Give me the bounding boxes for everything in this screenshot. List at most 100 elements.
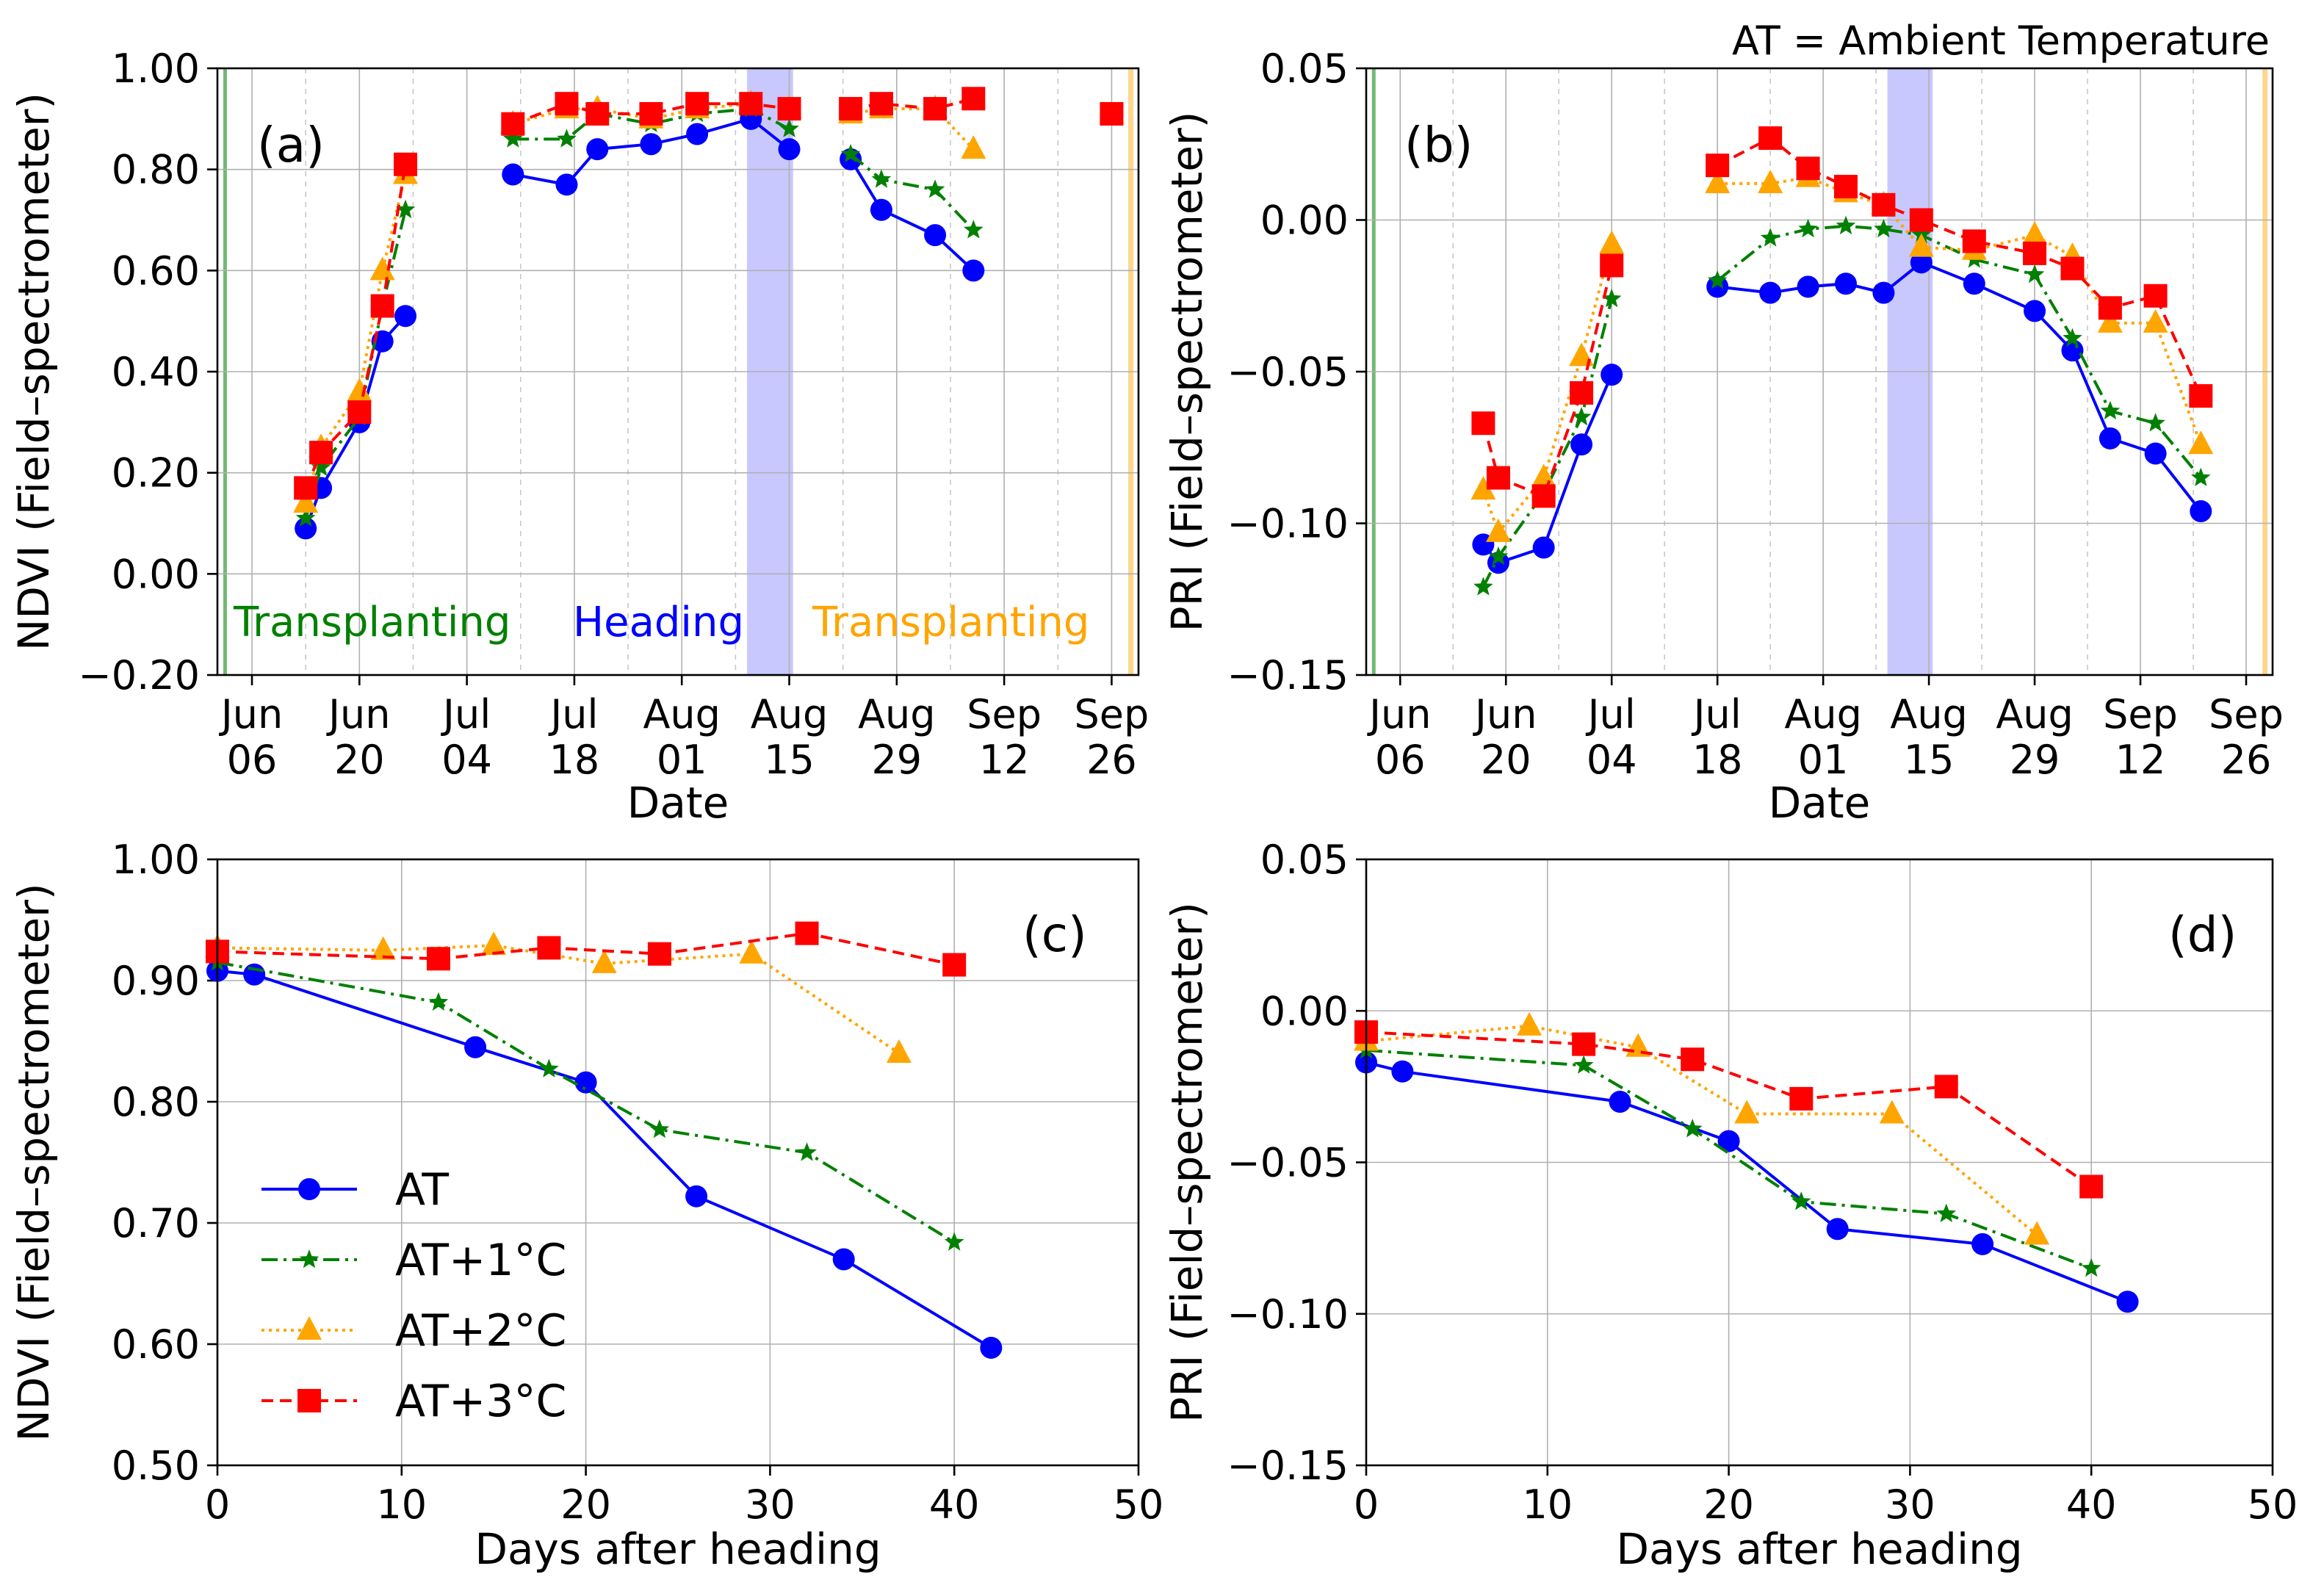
series-line <box>1365 1048 2092 1270</box>
data-point <box>1962 229 1986 253</box>
data-point <box>777 97 801 121</box>
data-point <box>925 179 945 198</box>
x-tick-label: 50 <box>2248 1481 2298 1528</box>
data-point <box>2100 400 2121 419</box>
series-line <box>849 153 975 231</box>
data-point <box>1936 1203 1957 1222</box>
data-point <box>839 97 863 121</box>
data-point <box>1760 228 1780 247</box>
data-point <box>1826 1218 1849 1241</box>
y-tick-label: 0.05 <box>1260 837 1349 883</box>
data-point <box>942 953 967 977</box>
data-point <box>1874 218 1894 238</box>
data-point <box>647 942 671 966</box>
data-point <box>840 144 861 163</box>
x-tick-label-day: 01 <box>657 737 707 783</box>
data-point <box>1571 407 1592 426</box>
data-point <box>1600 253 1624 278</box>
x-tick-label: 0 <box>1354 1481 1379 1528</box>
series-AT <box>1355 1051 2139 1313</box>
y-tick-label: 1.00 <box>112 837 200 883</box>
data-point <box>870 198 892 221</box>
data-point <box>1599 230 1625 254</box>
y-tick-label: −0.20 <box>79 652 200 699</box>
y-axis-title: NDVI (Field–spectrometer) <box>9 93 59 651</box>
y-tick-label: 0.60 <box>112 1321 200 1368</box>
data-point <box>1706 154 1730 178</box>
data-point <box>395 199 416 219</box>
data-point <box>832 1248 855 1271</box>
panel-b: −0.15−0.10−0.050.000.05Jun06Jun20Jul04Ju… <box>1162 46 2284 828</box>
data-point <box>369 256 395 281</box>
axes-frame <box>1365 67 2274 676</box>
phase-label: Transplanting <box>812 599 1089 646</box>
x-tick-label-month: Aug <box>1784 691 1861 737</box>
panel-label: (c) <box>1022 906 1087 963</box>
data-point <box>886 1039 912 1063</box>
data-point <box>778 138 801 161</box>
data-point <box>1532 536 1555 559</box>
x-tick-label-month: Aug <box>643 691 720 737</box>
x-tick-label-day: 12 <box>2115 737 2166 783</box>
data-point <box>1758 126 1783 150</box>
data-point <box>1872 281 1895 304</box>
axes-frame <box>216 858 1140 1467</box>
x-tick-label-day: 29 <box>871 737 922 783</box>
x-tick-label-month: Jul <box>1692 691 1742 737</box>
series-line <box>850 107 975 151</box>
y-tick-label: 0.60 <box>112 248 200 294</box>
data-point <box>347 378 372 402</box>
y-tick-label: 1.00 <box>112 46 200 92</box>
x-tick-label-day: 26 <box>2221 737 2272 783</box>
data-point <box>2024 264 2045 284</box>
series-line <box>217 961 956 1244</box>
data-point <box>2081 1257 2101 1277</box>
panel-c: 0.50 0.60 0.70 0.80 0.90 1.00 0 10 20 30 40 50 Days … <box>9 837 1163 1574</box>
data-point <box>2189 384 2213 408</box>
data-point <box>2190 499 2212 522</box>
data-point <box>1834 273 1857 295</box>
panel-label: (d) <box>2168 906 2237 963</box>
y-axis-title: NDVI (Field–spectrometer) <box>9 883 59 1441</box>
x-tick-label: 10 <box>376 1481 427 1528</box>
series-AT+3°C <box>206 921 967 977</box>
data-point <box>1909 208 1933 232</box>
data-point <box>980 1336 1003 1359</box>
x-tick-label-day: 20 <box>1481 737 1531 783</box>
y-tick-label: 0.05 <box>1260 46 1349 92</box>
data-point <box>309 441 333 465</box>
data-point <box>1573 1055 1594 1074</box>
data-point <box>1517 1011 1542 1036</box>
data-point <box>2098 296 2122 320</box>
data-point <box>1572 1032 1596 1056</box>
data-point <box>1100 101 1124 126</box>
x-axis-title: Date <box>627 778 729 828</box>
y-tick-label: 0.50 <box>112 1443 200 1489</box>
data-point <box>1789 1086 1814 1111</box>
data-point <box>739 92 763 116</box>
data-point <box>243 963 266 986</box>
data-point <box>1531 484 1556 508</box>
x-tick-label-month: Sep <box>2103 691 2178 737</box>
y-tick-label: 0.70 <box>112 1200 200 1246</box>
data-point <box>1470 476 1496 500</box>
x-tick-label-month: Aug <box>751 691 828 737</box>
data-point <box>394 305 417 328</box>
data-point <box>1879 1100 1905 1124</box>
x-tick-label-day: 04 <box>441 737 492 783</box>
data-point <box>2024 300 2046 322</box>
legend-label: AT+3°C <box>395 1376 566 1427</box>
figure-note: AT = Ambient Temperature <box>1732 18 2270 64</box>
legend-marker <box>297 1316 322 1340</box>
data-point <box>961 87 986 111</box>
y-tick-label: −0.15 <box>1227 1443 1349 1489</box>
data-point <box>293 488 319 513</box>
data-point <box>685 92 710 116</box>
panel-label: (a) <box>257 117 325 173</box>
data-point <box>537 936 561 960</box>
data-point <box>539 1058 559 1078</box>
data-point <box>1833 175 1858 199</box>
data-point <box>370 936 396 960</box>
data-point <box>586 138 609 161</box>
